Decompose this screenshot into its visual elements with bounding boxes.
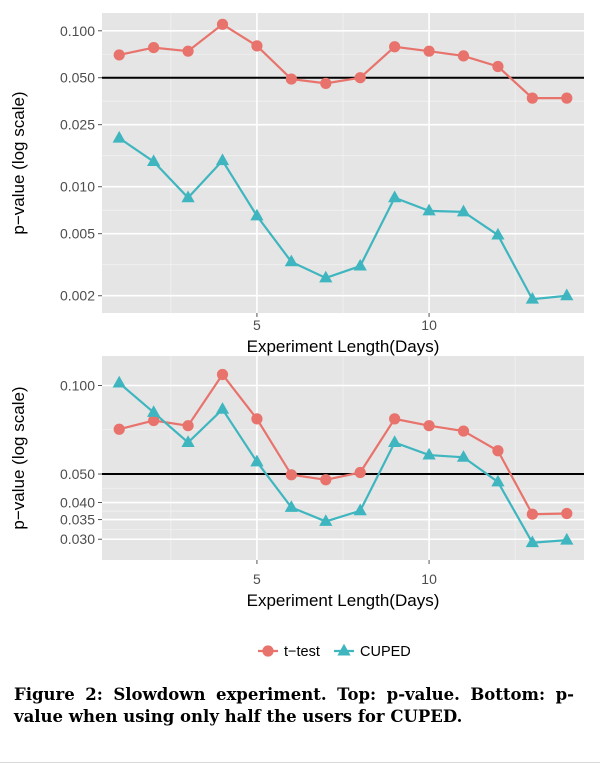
- t-test-point: [216, 368, 229, 381]
- cuped-point: [491, 474, 505, 487]
- y-tick-label: 0.002: [60, 288, 95, 304]
- t-test-point: [148, 414, 160, 427]
- cuped-point: [422, 203, 436, 216]
- x-tick-label: 10: [421, 571, 437, 587]
- cuped-point: [215, 402, 230, 414]
- page-divider: [0, 762, 600, 763]
- t-test-point: [389, 41, 401, 53]
- t-test-point: [251, 413, 263, 425]
- y-axis-title: p−value (log scale): [9, 386, 28, 529]
- legend-label: t−test: [284, 644, 320, 660]
- cuped-point: [181, 190, 195, 203]
- cuped-point: [456, 204, 471, 217]
- t-test-point: [492, 60, 504, 73]
- t-test-point: [320, 77, 332, 89]
- cuped-point: [388, 190, 402, 203]
- t-test-point: [457, 50, 470, 62]
- t-test-point: [113, 49, 125, 61]
- t-test-point: [320, 474, 332, 486]
- t-test-point: [182, 420, 194, 432]
- t-test-point: [354, 72, 366, 84]
- cuped-point: [112, 375, 126, 388]
- caption-text: Slowdown experiment. Top: p-value. Botto…: [14, 685, 574, 726]
- cuped-point: [284, 254, 298, 267]
- cuped-point: [250, 208, 264, 221]
- y-tick-label: 0.100: [60, 23, 95, 39]
- cuped-point: [491, 227, 505, 240]
- cuped-point: [147, 154, 161, 167]
- y-tick-label: 0.050: [60, 70, 95, 86]
- cuped-point: [112, 130, 126, 143]
- t-test-point: [526, 508, 538, 520]
- cuped-point: [284, 500, 298, 512]
- series-line-cuped: [118, 382, 567, 544]
- cuped-point: [353, 258, 367, 271]
- t-test-point: [389, 413, 401, 425]
- cuped-point: [456, 450, 471, 462]
- y-tick-label: 0.050: [60, 466, 95, 482]
- caption-label: Figure 2:: [14, 685, 103, 704]
- cuped-point: [250, 454, 264, 467]
- y-tick-label: 0.025: [60, 117, 95, 133]
- cuped-point: [388, 435, 402, 447]
- cuped-point: [215, 153, 230, 166]
- series-line-cuped: [118, 137, 567, 301]
- x-axis-title: Experiment Length(Days): [247, 337, 440, 356]
- t-test-point: [561, 507, 573, 520]
- cuped-point: [422, 447, 436, 460]
- y-tick-label: 0.040: [60, 495, 95, 511]
- t-test-point: [148, 41, 160, 54]
- t-test-point: [492, 445, 504, 457]
- cuped-point: [560, 288, 574, 301]
- t-test-point: [285, 73, 297, 85]
- t-test-point: [526, 92, 538, 104]
- legend-circle-marker: [262, 645, 274, 657]
- x-tick-label: 5: [253, 317, 261, 333]
- t-test-point: [113, 423, 125, 435]
- cuped-point: [353, 503, 367, 516]
- x-tick-label: 5: [253, 571, 261, 587]
- series-line-t-test: [118, 22, 567, 100]
- cuped-point: [319, 270, 333, 283]
- x-tick-label: 10: [421, 317, 437, 333]
- cuped-point: [147, 405, 161, 417]
- y-tick-label: 0.035: [60, 512, 95, 528]
- t-test-point: [561, 92, 573, 104]
- t-test-point: [216, 18, 229, 30]
- cuped-point: [560, 532, 574, 545]
- legend-label: CUPED: [360, 644, 411, 660]
- t-test-point: [457, 425, 470, 437]
- t-test-point: [251, 40, 263, 52]
- figure-caption: Figure 2: Slowdown experiment. Top: p-va…: [14, 684, 574, 728]
- y-tick-label: 0.005: [60, 226, 95, 242]
- cuped-point: [181, 435, 195, 447]
- t-test-point: [423, 420, 435, 432]
- t-test-point: [354, 466, 366, 479]
- y-tick-label: 0.010: [60, 179, 95, 195]
- series-line-t-test: [118, 372, 567, 516]
- legend-triangle-marker: [337, 643, 351, 656]
- top-panel: 0.100 0.050 0.025 0.010 0.005 0.002 5 10 Experim…: [9, 13, 584, 356]
- cuped-point: [319, 514, 333, 526]
- y-tick-label: 0.030: [60, 531, 95, 547]
- t-test-point: [423, 45, 435, 57]
- cuped-point: [525, 292, 539, 304]
- y-axis-title: p−value (log scale): [9, 91, 28, 234]
- x-axis-title: Experiment Length(Days): [247, 591, 440, 610]
- y-tick-label: 0.100: [60, 378, 95, 394]
- t-test-point: [285, 469, 297, 481]
- legend: t−test CUPED: [258, 643, 411, 660]
- cuped-point: [525, 535, 539, 548]
- t-test-point: [182, 45, 194, 57]
